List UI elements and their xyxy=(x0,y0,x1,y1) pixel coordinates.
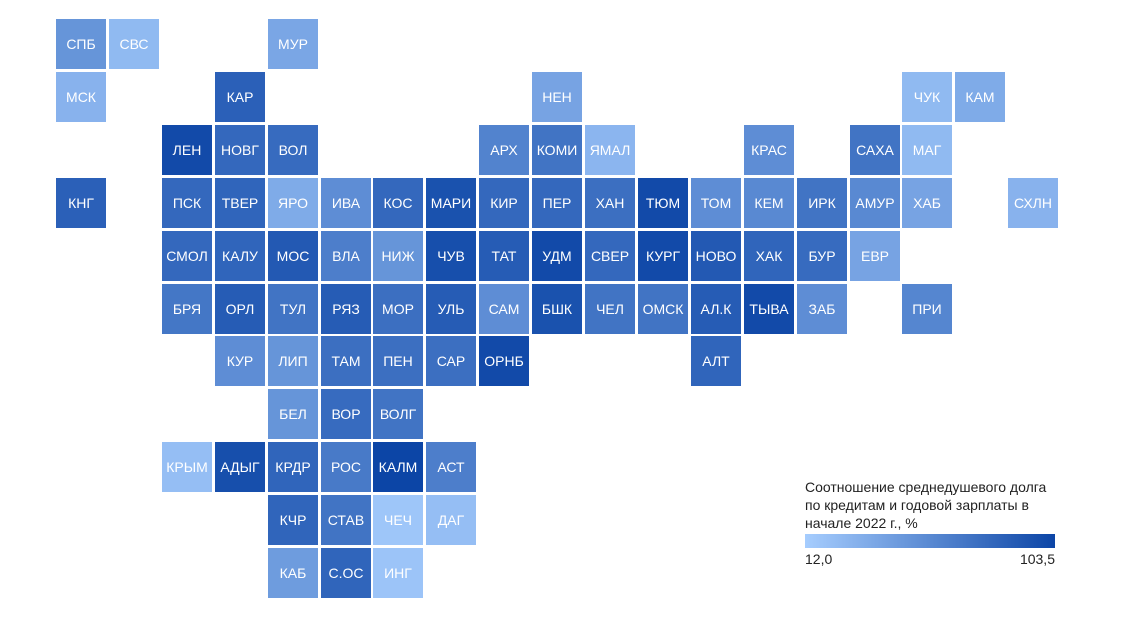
region-tile: АСТ xyxy=(426,442,476,492)
region-tile: ВОЛ xyxy=(268,125,318,175)
region-tile: ХАБ xyxy=(902,178,952,228)
region-tile: ЧЕЛ xyxy=(585,284,635,334)
region-tile: ОРНБ xyxy=(479,336,529,386)
region-tile: КИР xyxy=(479,178,529,228)
region-tile: НОВГ xyxy=(215,125,265,175)
region-tile: УДМ xyxy=(532,231,582,281)
region-tile: КАМ xyxy=(955,72,1005,122)
region-tile: НЕН xyxy=(532,72,582,122)
region-tile: СПБ xyxy=(56,19,106,69)
region-tile: ТЫВА xyxy=(744,284,794,334)
region-tile: АДЫГ xyxy=(215,442,265,492)
region-tile: ЧУВ xyxy=(426,231,476,281)
region-tile: ЧЕЧ xyxy=(373,495,423,545)
region-tile: ПРИ xyxy=(902,284,952,334)
region-tile: АЛТ xyxy=(691,336,741,386)
region-tile: КРЫМ xyxy=(162,442,212,492)
region-tile: БУР xyxy=(797,231,847,281)
region-tile: ТЮМ xyxy=(638,178,688,228)
region-tile: ХАК xyxy=(744,231,794,281)
region-tile: КАЛУ xyxy=(215,231,265,281)
region-tile: САМ xyxy=(479,284,529,334)
region-tile: ТАМ xyxy=(321,336,371,386)
region-tile: ПСК xyxy=(162,178,212,228)
region-tile: РОС xyxy=(321,442,371,492)
region-tile: АЛ.К xyxy=(691,284,741,334)
region-tile: ПЕН xyxy=(373,336,423,386)
region-tile: МОР xyxy=(373,284,423,334)
region-tile: ВЛА xyxy=(321,231,371,281)
region-tile: ВОЛГ xyxy=(373,389,423,439)
region-tile: КРАС xyxy=(744,125,794,175)
region-tile: КРДР xyxy=(268,442,318,492)
region-tile: ИВА xyxy=(321,178,371,228)
region-tile: БЕЛ xyxy=(268,389,318,439)
legend-color-bar xyxy=(805,534,1055,548)
region-tile: ЛИП xyxy=(268,336,318,386)
region-tile: КУР xyxy=(215,336,265,386)
region-tile: ОМСК xyxy=(638,284,688,334)
region-tile: ДАГ xyxy=(426,495,476,545)
region-tile: МСК xyxy=(56,72,106,122)
region-tile: ЧУК xyxy=(902,72,952,122)
region-tile: МАГ xyxy=(902,125,952,175)
legend-max-label: 103,5 xyxy=(1019,551,1055,567)
region-tile: МУР xyxy=(268,19,318,69)
region-tile: БШК xyxy=(532,284,582,334)
region-tile: КОМИ xyxy=(532,125,582,175)
region-tile: ТУЛ xyxy=(268,284,318,334)
region-tile: АРХ xyxy=(479,125,529,175)
region-tile: КЕМ xyxy=(744,178,794,228)
region-tile: ЛЕН xyxy=(162,125,212,175)
region-tile: СТАВ xyxy=(321,495,371,545)
region-tile: КНГ xyxy=(56,178,106,228)
region-tile: КАБ xyxy=(268,548,318,598)
region-tile: СМОЛ xyxy=(162,231,212,281)
region-tile: ЯМАЛ xyxy=(585,125,635,175)
region-tile: АМУР xyxy=(850,178,900,228)
region-tile: КАЛМ xyxy=(373,442,423,492)
legend-scale: 12,0 103,5 xyxy=(805,551,1057,569)
legend-min-label: 12,0 xyxy=(805,551,833,567)
region-tile: КАР xyxy=(215,72,265,122)
region-tile: ХАН xyxy=(585,178,635,228)
region-tile: ТАТ xyxy=(479,231,529,281)
region-tile: БРЯ xyxy=(162,284,212,334)
region-tile: САХА xyxy=(850,125,900,175)
region-tile: ЯРО xyxy=(268,178,318,228)
region-tile: СВС xyxy=(109,19,159,69)
region-tile: ТОМ xyxy=(691,178,741,228)
legend: Соотношение среднедушевого долга по кред… xyxy=(805,478,1057,569)
region-tile: ЕВР xyxy=(850,231,900,281)
region-tile: С.ОС xyxy=(321,548,371,598)
region-tile: КУРГ xyxy=(638,231,688,281)
region-tile: УЛЬ xyxy=(426,284,476,334)
region-tile: МАРИ xyxy=(426,178,476,228)
region-tile: НОВО xyxy=(691,231,741,281)
region-tile: ОРЛ xyxy=(215,284,265,334)
region-tile: ТВЕР xyxy=(215,178,265,228)
region-tile: НИЖ xyxy=(373,231,423,281)
region-tile: ПЕР xyxy=(532,178,582,228)
region-tile: ИРК xyxy=(797,178,847,228)
region-tile: МОС xyxy=(268,231,318,281)
region-tile: ЗАБ xyxy=(797,284,847,334)
region-tile: САР xyxy=(426,336,476,386)
region-tile: ВОР xyxy=(321,389,371,439)
region-tile: ИНГ xyxy=(373,548,423,598)
legend-title: Соотношение среднедушевого долга по кред… xyxy=(805,479,1047,531)
region-tile: СХЛН xyxy=(1008,178,1058,228)
region-tile: КЧР xyxy=(268,495,318,545)
region-tile: СВЕР xyxy=(585,231,635,281)
region-tile: КОС xyxy=(373,178,423,228)
region-tile: РЯЗ xyxy=(321,284,371,334)
